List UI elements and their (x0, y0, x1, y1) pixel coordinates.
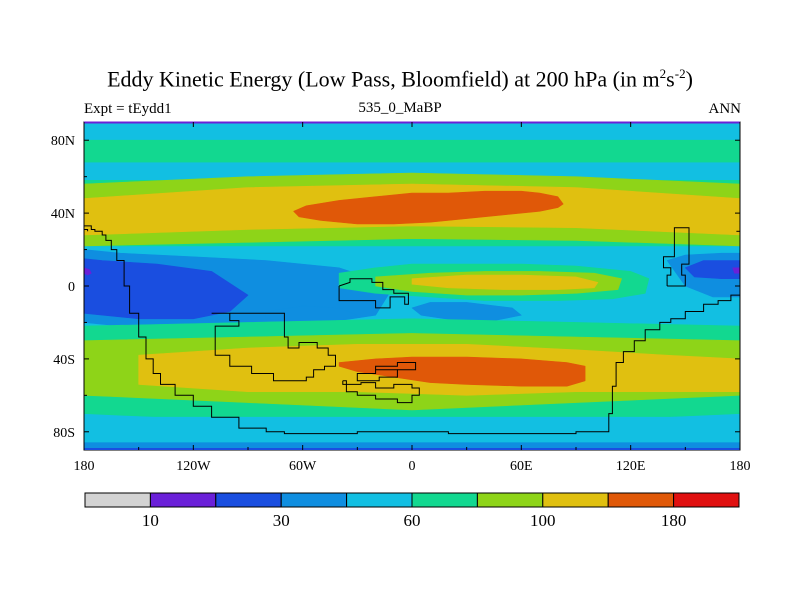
x-tick-label: 180 (74, 459, 95, 474)
coastline-1 (84, 225, 740, 435)
x-tick-label: 60W (289, 459, 317, 474)
contour-region-16 (265, 305, 358, 323)
contour-region-11 (732, 267, 740, 274)
axes-layer: 180 120W 60W 0 60E 120E 180 80N 40N 0 40S 80S (51, 121, 751, 474)
contour-region-20 (338, 356, 586, 387)
colorbar-swatch (411, 492, 478, 508)
coastline-8 (663, 227, 690, 287)
colorbar-label: 180 (661, 511, 687, 530)
season-label: ANN (708, 101, 742, 117)
y-tick-label: 40S (53, 353, 75, 368)
y-tick-label: 0 (68, 280, 75, 295)
colorbar-label: 100 (530, 511, 556, 530)
x-tick-label: 0 (409, 459, 416, 474)
colorbar-label: 30 (273, 511, 290, 530)
x-tick-label: 180 (730, 459, 751, 474)
coastline-2 (84, 229, 89, 232)
y-tick-label: 80N (51, 134, 75, 149)
colorbar-label: 60 (404, 511, 421, 530)
y-tick-label: 40N (51, 207, 75, 222)
contour-region-15 (411, 302, 522, 321)
colorbar-swatch (346, 492, 413, 508)
contour-region-21 (84, 416, 740, 444)
y-tick-label: 80S (53, 426, 75, 441)
x-tick-label: 120W (176, 459, 211, 474)
colorbar-label: 10 (142, 511, 159, 530)
contour-region-14 (411, 274, 599, 290)
coastline-5 (356, 369, 398, 382)
case-label: 535_0_MaBP (358, 100, 442, 116)
contour-region-1 (84, 139, 740, 163)
colorbar: 10 30 60 100 180 (84, 492, 740, 530)
coastline-4 (338, 278, 409, 309)
x-tick-label: 120E (616, 459, 646, 474)
x-tick-label: 60E (510, 459, 533, 474)
colorbar-swatch (607, 492, 675, 508)
colorbar-swatch (476, 492, 544, 508)
chart-title: Eddy Kinetic Energy (Low Pass, Bloomfiel… (107, 66, 693, 92)
plot-area (84, 122, 740, 450)
coastline-7 (342, 380, 420, 404)
contour-region-10 (684, 260, 740, 280)
contour-region-8 (84, 267, 92, 276)
colorbar-swatch (149, 492, 217, 508)
colorbar-swatch (280, 492, 348, 508)
contour-region-7 (84, 258, 249, 320)
experiment-label: Expt = tEydd1 (84, 101, 172, 117)
contour-region-5 (293, 190, 564, 225)
colorbar-swatch (215, 492, 282, 508)
colorbar-swatch (542, 492, 609, 508)
colorbar-swatch (673, 492, 740, 508)
colorbar-swatch (84, 492, 151, 508)
coastline-6 (375, 362, 417, 371)
coastline-3 (211, 312, 336, 382)
